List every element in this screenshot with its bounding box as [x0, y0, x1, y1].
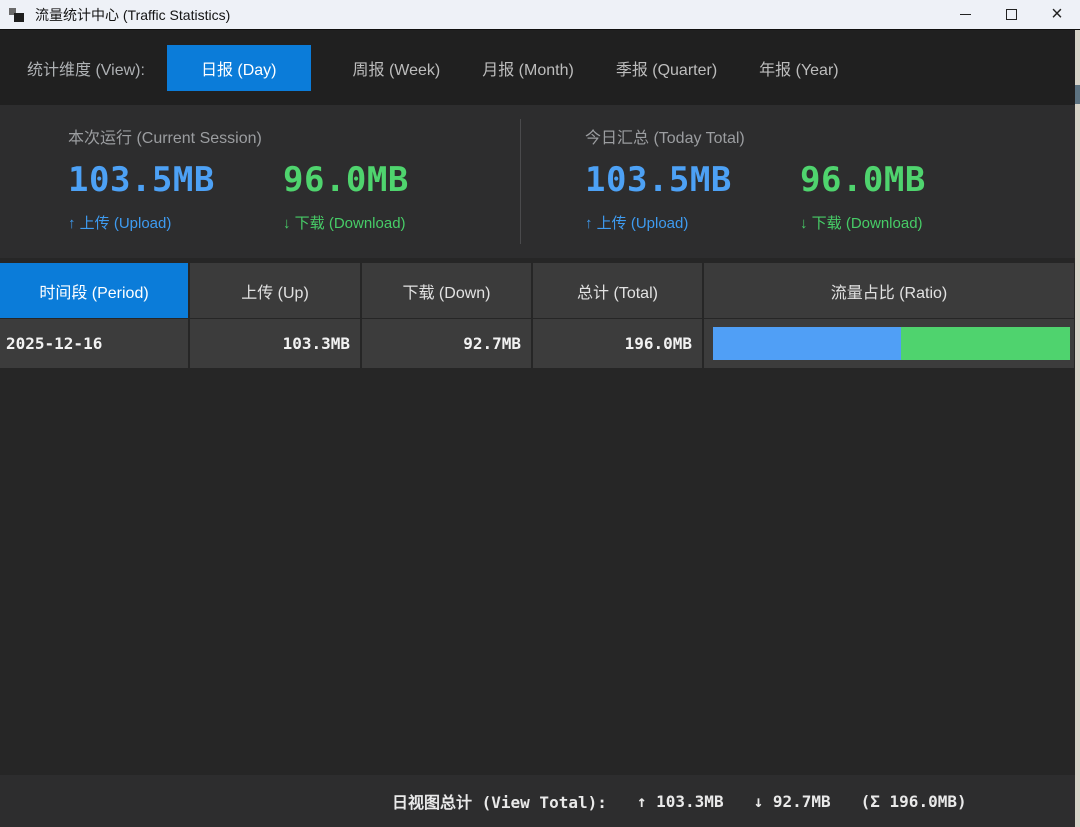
- scrollbar-thumb[interactable]: [1075, 85, 1080, 104]
- minimize-icon: [959, 14, 971, 15]
- today-download-label: ↓ 下载 (Download): [800, 215, 923, 232]
- stats-panel: 本次运行 (Current Session) 103.5MB ↑ 上传 (Upl…: [0, 105, 1080, 258]
- row-down-cell: 92.7MB: [362, 319, 531, 368]
- footer-upload-total: ↑ 103.3MB: [636, 791, 724, 811]
- column-header-total[interactable]: 总计 (Total): [533, 263, 702, 318]
- row-ratio-cell: [704, 319, 1074, 368]
- tab-quarter[interactable]: 季报 (Quarter): [615, 61, 718, 79]
- row-up-cell: 103.3MB: [190, 319, 360, 368]
- status-bar: 日视图总计 (View Total): ↑ 103.3MB ↓ 92.7MB (…: [0, 775, 1080, 827]
- current-session-title: 本次运行 (Current Session): [68, 130, 262, 147]
- tab-month[interactable]: 月报 (Month): [482, 61, 574, 79]
- ratio-upload-segment: [713, 327, 902, 360]
- current-session-section: 本次运行 (Current Session) 103.5MB ↑ 上传 (Upl…: [0, 105, 520, 258]
- maximize-icon: [1005, 9, 1017, 20]
- maximize-button[interactable]: [988, 0, 1034, 29]
- table-header-row: 时间段 (Period) 上传 (Up) 下载 (Down) 总计 (Total…: [0, 263, 1074, 318]
- today-total-title: 今日汇总 (Today Total): [585, 130, 745, 147]
- row-total-cell: 196.0MB: [533, 319, 702, 368]
- window-controls: ×: [942, 0, 1080, 29]
- window-title: 流量统计中心 (Traffic Statistics): [35, 6, 231, 23]
- view-tabs: 日报 (Day) 周报 (Week) 月报 (Month) 季报 (Quarte…: [166, 44, 839, 91]
- ratio-bar: [713, 327, 1070, 360]
- column-header-period[interactable]: 时间段 (Period): [0, 263, 188, 318]
- current-session-upload: 103.5MB ↑ 上传 (Upload): [68, 160, 283, 233]
- tab-year[interactable]: 年报 (Year): [759, 61, 839, 79]
- current-upload-value: 103.5MB: [68, 160, 215, 200]
- footer-download-total: ↓ 92.7MB: [753, 791, 831, 811]
- title-bar: 流量统计中心 (Traffic Statistics) ×: [0, 0, 1080, 30]
- today-upload: 103.5MB ↑ 上传 (Upload): [585, 160, 800, 233]
- close-button[interactable]: ×: [1051, 3, 1063, 25]
- current-download-value: 96.0MB: [283, 160, 409, 200]
- app-icon: [9, 6, 26, 23]
- today-download: 96.0MB ↓ 下载 (Download): [800, 160, 1015, 233]
- current-session-download: 96.0MB ↓ 下载 (Download): [283, 160, 498, 233]
- today-total-section: 今日汇总 (Today Total) 103.5MB ↑ 上传 (Upload)…: [520, 105, 1080, 258]
- traffic-table: 时间段 (Period) 上传 (Up) 下载 (Down) 总计 (Total…: [0, 263, 1074, 368]
- view-dimension-label: 统计维度 (View):: [27, 61, 145, 79]
- column-header-down[interactable]: 下载 (Down): [362, 263, 531, 318]
- ratio-download-segment: [901, 327, 1070, 360]
- tab-week[interactable]: 周报 (Week): [352, 61, 441, 79]
- column-header-ratio[interactable]: 流量占比 (Ratio): [704, 263, 1074, 318]
- row-period-cell: 2025-12-16: [0, 319, 188, 368]
- tab-day[interactable]: 日报 (Day): [166, 44, 311, 91]
- current-download-label: ↓ 下载 (Download): [283, 215, 406, 232]
- footer-sum-total: (Σ 196.0MB): [860, 791, 967, 811]
- today-upload-label: ↑ 上传 (Upload): [585, 215, 689, 232]
- view-selector-bar: 统计维度 (View): 日报 (Day) 周报 (Week) 月报 (Mont…: [0, 30, 1080, 105]
- column-header-up[interactable]: 上传 (Up): [190, 263, 360, 318]
- scrollbar-track[interactable]: [1075, 30, 1080, 827]
- today-upload-value: 103.5MB: [585, 160, 732, 200]
- footer-view-total-label: 日视图总计 (View Total):: [392, 793, 607, 812]
- table-row[interactable]: 2025-12-16 103.3MB 92.7MB 196.0MB: [0, 319, 1074, 368]
- current-upload-label: ↑ 上传 (Upload): [68, 215, 172, 232]
- today-download-value: 96.0MB: [800, 160, 926, 200]
- minimize-button[interactable]: [942, 0, 988, 29]
- stats-divider: [520, 119, 521, 244]
